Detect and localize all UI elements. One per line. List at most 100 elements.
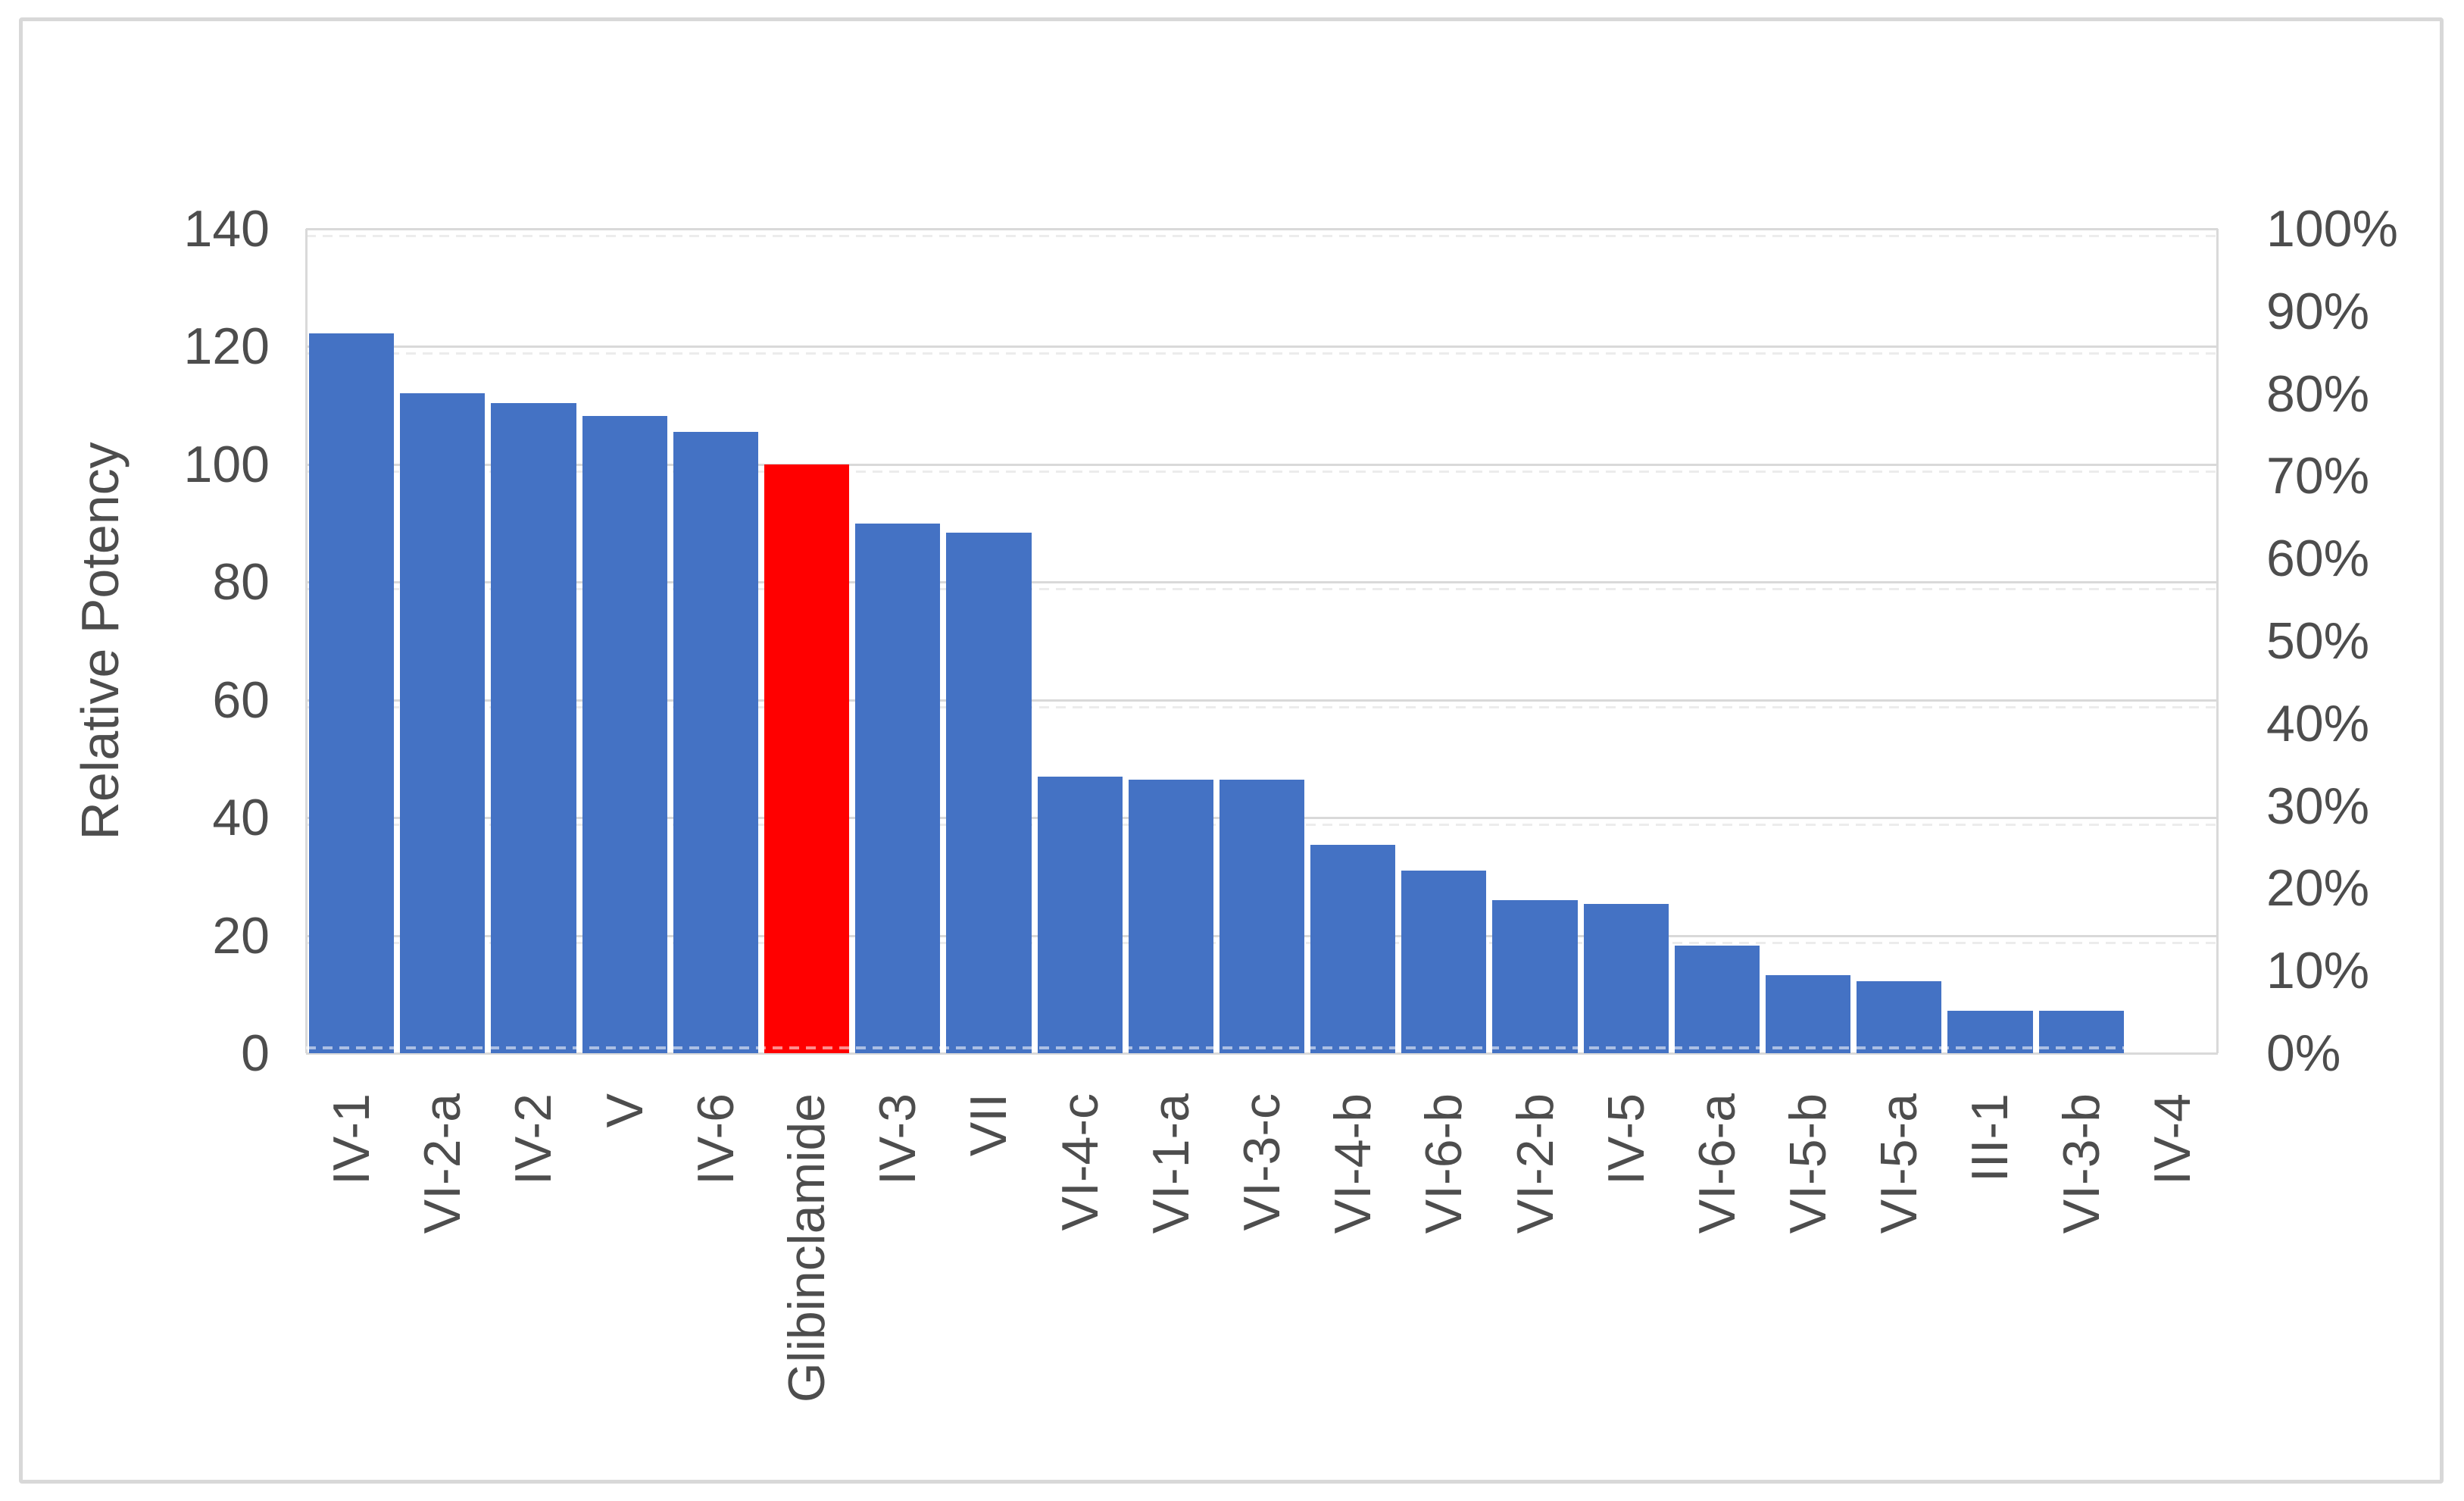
bar-VI-3-c [1219,779,1305,1053]
bar-slot-VI-6-b: VI-6-b [1398,229,1489,1234]
bar-VI-6-a [1674,945,1760,1053]
gridline-0 [306,1052,2218,1055]
gridline-140 [306,228,2218,230]
right-tick-60%: 60% [2266,530,2370,588]
bar-slot-VI-3-c: VI-3-c [1216,229,1307,1231]
plot-border-left [305,229,308,1053]
x-axis-label-VI-3-c: VI-3-c [1232,1093,1291,1231]
right-tick-20%: 20% [2266,859,2370,918]
bar-VI-6-b [1401,871,1487,1053]
left-tick-20: 20 [212,906,270,965]
bar-VI-4-b [1310,844,1396,1053]
bar-VI-1-a [1128,780,1213,1053]
bar-IV-1 [309,333,395,1053]
left-tick-60: 60 [212,671,270,729]
plot-border-right [2216,229,2219,1053]
x-axis-label-III-1: III-1 [1961,1093,2019,1183]
bar-VI-3-b [2038,1011,2124,1053]
right-tick-90%: 90% [2266,282,2370,340]
bar-VI-5-b [1766,974,1851,1053]
x-axis-label-VII: VII [960,1093,1018,1157]
bar-slot-VI-1-a: VI-1-a [1126,229,1216,1234]
gridline-dash-80 [306,588,2218,591]
bar-slot-VI-2-b: VI-2-b [1489,229,1580,1234]
x-axis-label-VI-4-c: VI-4-c [1051,1093,1109,1231]
bar-slot-Glibinclamide: Glibinclamide [761,229,852,1402]
x-axis-label-IV-1: IV-1 [323,1093,381,1185]
bar-IV-2 [491,403,576,1053]
left-tick-120: 120 [183,317,270,376]
bar-slot-VI-3-b: VI-3-b [2036,229,2127,1234]
bar-VI-5-a [1857,981,1942,1053]
x-axis-label-IV-2: IV-2 [504,1093,563,1185]
bar-slot-VI-4-b: VI-4-b [1307,229,1398,1234]
x-axis-label-VI-6-b: VI-6-b [1415,1093,1473,1234]
gridline-80 [306,581,2218,584]
left-tick-0: 0 [241,1024,270,1082]
gridline-dash-100 [306,470,2218,473]
x-axis-label-VI-2-b: VI-2-b [1506,1093,1564,1234]
x-axis-label-VI-6-a: VI-6-a [1688,1093,1746,1234]
bar-slot-VII: VII [943,229,1034,1156]
x-axis-label-IV-4: IV-4 [2143,1093,2201,1185]
right-tick-50%: 50% [2266,612,2370,670]
x-axis-label-IV-6: IV-6 [686,1093,745,1185]
right-tick-80%: 80% [2266,364,2370,423]
bar-VI-4-c [1037,776,1123,1053]
baseline-dashed-artifact [306,1046,2218,1049]
gridline-dash-60 [306,705,2218,708]
right-tick-100%: 100% [2266,200,2398,258]
bar-slot-VI-4-c: VI-4-c [1035,229,1126,1231]
bar-slot-VI-5-b: VI-5-b [1763,229,1853,1234]
right-tick-0%: 0% [2266,1024,2341,1082]
bar-III-1 [1947,1011,2033,1053]
bar-slot-III-1: III-1 [1944,229,2035,1182]
bar-slot-VI-6-a: VI-6-a [1672,229,1763,1234]
x-axis-label-VI-3-b: VI-3-b [2052,1093,2110,1234]
right-axis-ticks: 100% 90% 80% 70% 60% 50% 40% 30% 20% 10% 0% [2266,202,2463,1080]
left-tick-40: 40 [212,789,270,847]
x-axis-label-IV-5: IV-5 [1597,1093,1655,1185]
gridline-60 [306,699,2218,702]
bar-slot-IV-5: IV-5 [1581,229,1672,1185]
bar-slot-IV-6: IV-6 [670,229,761,1185]
right-tick-40%: 40% [2266,694,2370,752]
bar-V [582,416,667,1053]
gridline-dash-140 [306,235,2218,237]
x-axis-label-VI-5-b: VI-5-b [1779,1093,1838,1234]
bar-slot-VI-2-a: VI-2-a [397,229,488,1234]
bar-slot-VI-5-a: VI-5-a [1853,229,1944,1234]
right-tick-70%: 70% [2266,447,2370,505]
bar-IV-6 [673,432,758,1053]
right-tick-10%: 10% [2266,942,2370,1000]
left-tick-100: 100 [183,435,270,493]
x-axis-label-VI-4-b: VI-4-b [1324,1093,1382,1234]
left-tick-140: 140 [183,200,270,258]
bar-series: IV-1 VI-2-a IV-2 V IV-6 Glibinclamide IV-3 VII V… [306,229,2218,1402]
gridline-100 [306,463,2218,466]
x-axis-label-IV-3: IV-3 [869,1093,927,1185]
x-axis-label-V: V [595,1093,654,1128]
bar-slot-IV-3: IV-3 [852,229,943,1185]
bar-VI-2-a [400,392,486,1053]
bar-slot-IV-4: IV-4 [2127,229,2218,1185]
left-tick-80: 80 [212,553,270,611]
bar-IV-5 [1583,903,1669,1053]
bar-slot-V: V [579,229,670,1127]
left-axis-ticks: 140 120 100 80 60 40 20 0 [0,202,270,1080]
gridline-dash-120 [306,352,2218,355]
bar-slot-IV-1: IV-1 [306,229,397,1185]
bar-Glibinclamide [764,464,850,1053]
x-axis-label-VI-2-a: VI-2-a [414,1093,472,1234]
bar-VI-2-b [1492,899,1578,1053]
x-axis-label-VI-1-a: VI-1-a [1141,1093,1200,1234]
x-axis-label-Glibinclamide: Glibinclamide [778,1093,836,1403]
bar-VII [946,533,1032,1053]
gridline-120 [306,346,2218,349]
x-axis-label-VI-5-a: VI-5-a [1870,1093,1928,1234]
right-tick-30%: 30% [2266,777,2370,835]
bar-slot-IV-2: IV-2 [488,229,579,1185]
plot-area: IV-1 VI-2-a IV-2 V IV-6 Glibinclamide IV-3 VII V… [305,228,2219,1402]
bar-IV-3 [855,523,941,1053]
